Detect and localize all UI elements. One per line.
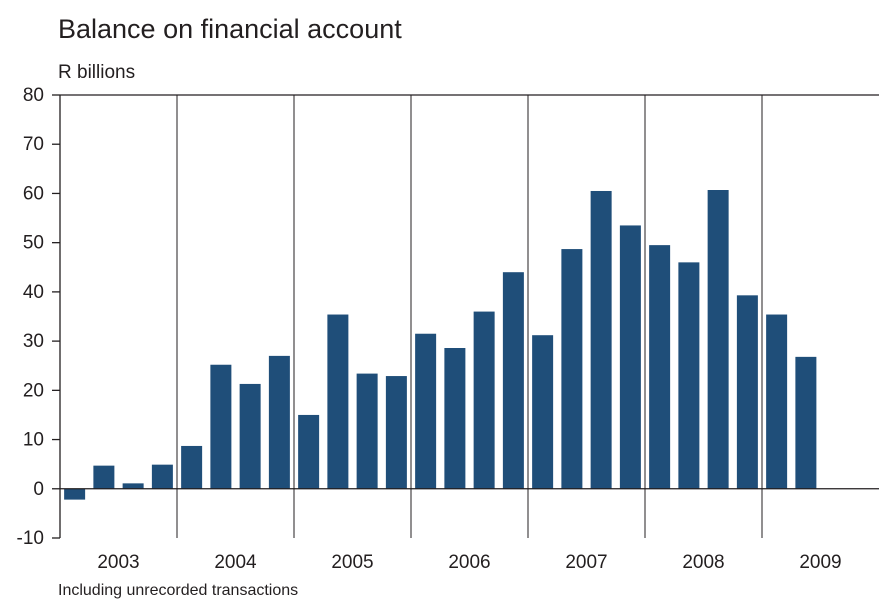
bar xyxy=(268,355,290,489)
bar xyxy=(619,225,641,489)
y-tick-label: 0 xyxy=(33,479,44,500)
bar xyxy=(561,249,583,489)
bar xyxy=(64,488,86,500)
bar xyxy=(678,262,700,489)
x-tick-label: 2003 xyxy=(97,552,139,573)
bar xyxy=(210,364,232,489)
bar xyxy=(93,465,115,489)
y-axis-unit-label: R billions xyxy=(58,62,136,83)
y-tick-label: 40 xyxy=(23,282,44,303)
x-axis-year-labels: 2003 2004 2005 2006 2007 2008 2009 xyxy=(97,552,841,573)
y-axis-ticks: -10 0 10 20 30 40 50 60 70 80 xyxy=(17,85,60,549)
y-tick-label: 30 xyxy=(23,331,44,352)
bar xyxy=(532,335,554,489)
bar xyxy=(707,190,729,489)
bar xyxy=(444,348,466,489)
bar xyxy=(590,190,612,489)
x-tick-label: 2006 xyxy=(448,552,490,573)
bar xyxy=(239,383,261,489)
bar-series xyxy=(64,190,817,500)
bar xyxy=(298,414,320,489)
bar xyxy=(181,445,203,489)
bar xyxy=(473,311,495,489)
bar xyxy=(649,245,671,489)
y-tick-label: 20 xyxy=(23,380,44,401)
y-tick-label: 10 xyxy=(23,430,44,451)
x-tick-label: 2004 xyxy=(214,552,257,573)
bar xyxy=(356,373,378,489)
chart-title: Balance on financial account xyxy=(58,14,402,44)
y-tick-label: 60 xyxy=(23,183,44,204)
bar xyxy=(502,272,524,489)
bar xyxy=(766,314,788,489)
chart-footnote: Including unrecorded transactions xyxy=(58,582,299,599)
x-tick-label: 2007 xyxy=(565,552,607,573)
y-tick-label: 50 xyxy=(23,233,44,254)
bar xyxy=(385,376,407,489)
bar xyxy=(736,295,758,489)
bar xyxy=(327,314,349,489)
x-tick-label: 2008 xyxy=(682,552,724,573)
year-divider-lines xyxy=(176,95,763,538)
y-tick-label: -10 xyxy=(17,528,44,549)
bar xyxy=(151,464,173,489)
bar xyxy=(415,333,437,489)
bar xyxy=(122,483,144,489)
y-tick-label: 80 xyxy=(23,85,44,106)
axes xyxy=(59,94,879,538)
y-tick-label: 70 xyxy=(23,134,44,155)
bar xyxy=(795,356,817,489)
x-tick-label: 2009 xyxy=(799,552,841,573)
x-tick-label: 2005 xyxy=(331,552,373,573)
